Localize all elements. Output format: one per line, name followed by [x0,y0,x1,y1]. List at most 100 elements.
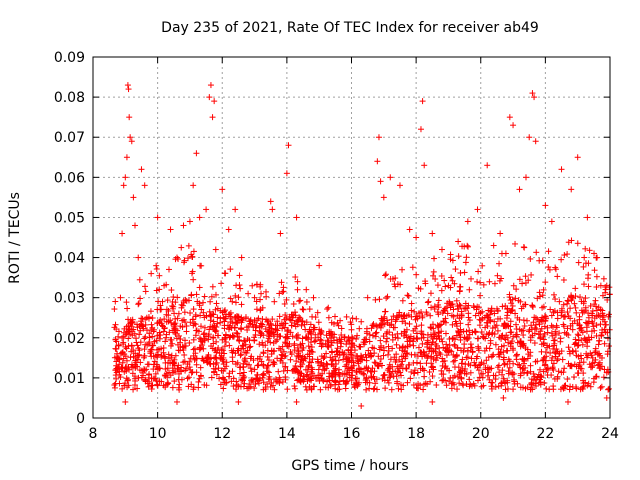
data-point [116,368,123,375]
data-point [550,345,557,352]
data-point [551,337,558,344]
data-point [574,240,581,247]
data-point [593,322,600,329]
data-point [137,327,144,334]
data-point [448,348,455,355]
data-point [539,257,546,264]
data-point [282,334,289,341]
data-point [560,321,567,328]
data-point [577,294,584,301]
data-point [536,366,543,373]
data-point [186,218,193,225]
data-point [368,368,375,375]
data-point [293,352,300,359]
data-point [523,317,530,324]
data-point [220,314,227,321]
data-point [435,297,442,304]
data-point [477,361,484,368]
data-point [404,379,411,386]
data-point [318,353,325,360]
data-point [526,326,533,333]
data-point [458,375,465,382]
data-point [394,363,401,370]
data-point [117,294,124,301]
data-point [349,315,356,322]
data-point [599,307,606,314]
data-point [373,322,380,329]
data-point [214,332,221,339]
data-point [402,365,409,372]
data-point [403,350,410,357]
data-point [197,345,204,352]
data-point [267,339,274,346]
data-point [280,288,287,295]
data-point [125,376,132,383]
data-point [573,309,580,316]
data-point [394,281,401,288]
data-point [303,298,310,305]
data-point [434,309,441,316]
data-point [417,285,424,292]
data-point [125,86,132,93]
data-point [235,315,242,322]
data-point [316,362,323,369]
data-point [393,316,400,323]
data-point [336,336,343,343]
data-point [369,365,376,372]
data-point [580,370,587,377]
chart-title: Day 235 of 2021, Rate Of TEC Index for r… [161,20,539,36]
data-point [430,356,437,363]
data-point [205,336,212,343]
data-point [349,335,356,342]
data-point [568,237,575,244]
data-point [592,348,599,355]
data-point [308,334,315,341]
data-point [198,262,205,269]
data-point [173,335,180,342]
data-point [271,386,278,393]
data-point [458,360,465,367]
data-point [246,361,253,368]
data-point [112,298,119,305]
data-point [578,355,585,362]
data-point [209,114,216,121]
data-point [503,332,510,339]
data-point [480,382,487,389]
data-point [153,262,160,269]
data-point [593,373,600,380]
data-point [366,338,373,345]
data-point [396,182,403,189]
data-point [193,361,200,368]
data-point [498,250,505,257]
data-point [193,355,200,362]
data-point [404,343,411,350]
data-point [279,352,286,359]
data-point [330,356,337,363]
data-point [253,298,260,305]
data-point [264,338,271,345]
data-point [513,356,520,363]
data-point [575,332,582,339]
data-point [237,352,244,359]
data-point [492,384,499,391]
data-point [186,364,193,371]
data-point [484,162,491,169]
y-tick-label: 0.05 [54,210,85,226]
data-point [527,362,534,369]
data-point [447,374,454,381]
data-point [438,321,445,328]
data-point [405,361,412,368]
data-point [589,360,596,367]
data-point [276,313,283,320]
data-point [466,317,473,324]
data-point [335,322,342,329]
data-point [161,282,168,289]
data-point [288,317,295,324]
data-point [316,262,323,269]
data-point [175,347,182,354]
data-point [422,380,429,387]
data-point [509,345,516,352]
data-point [460,328,467,335]
data-point [283,334,290,341]
data-point [377,355,384,362]
